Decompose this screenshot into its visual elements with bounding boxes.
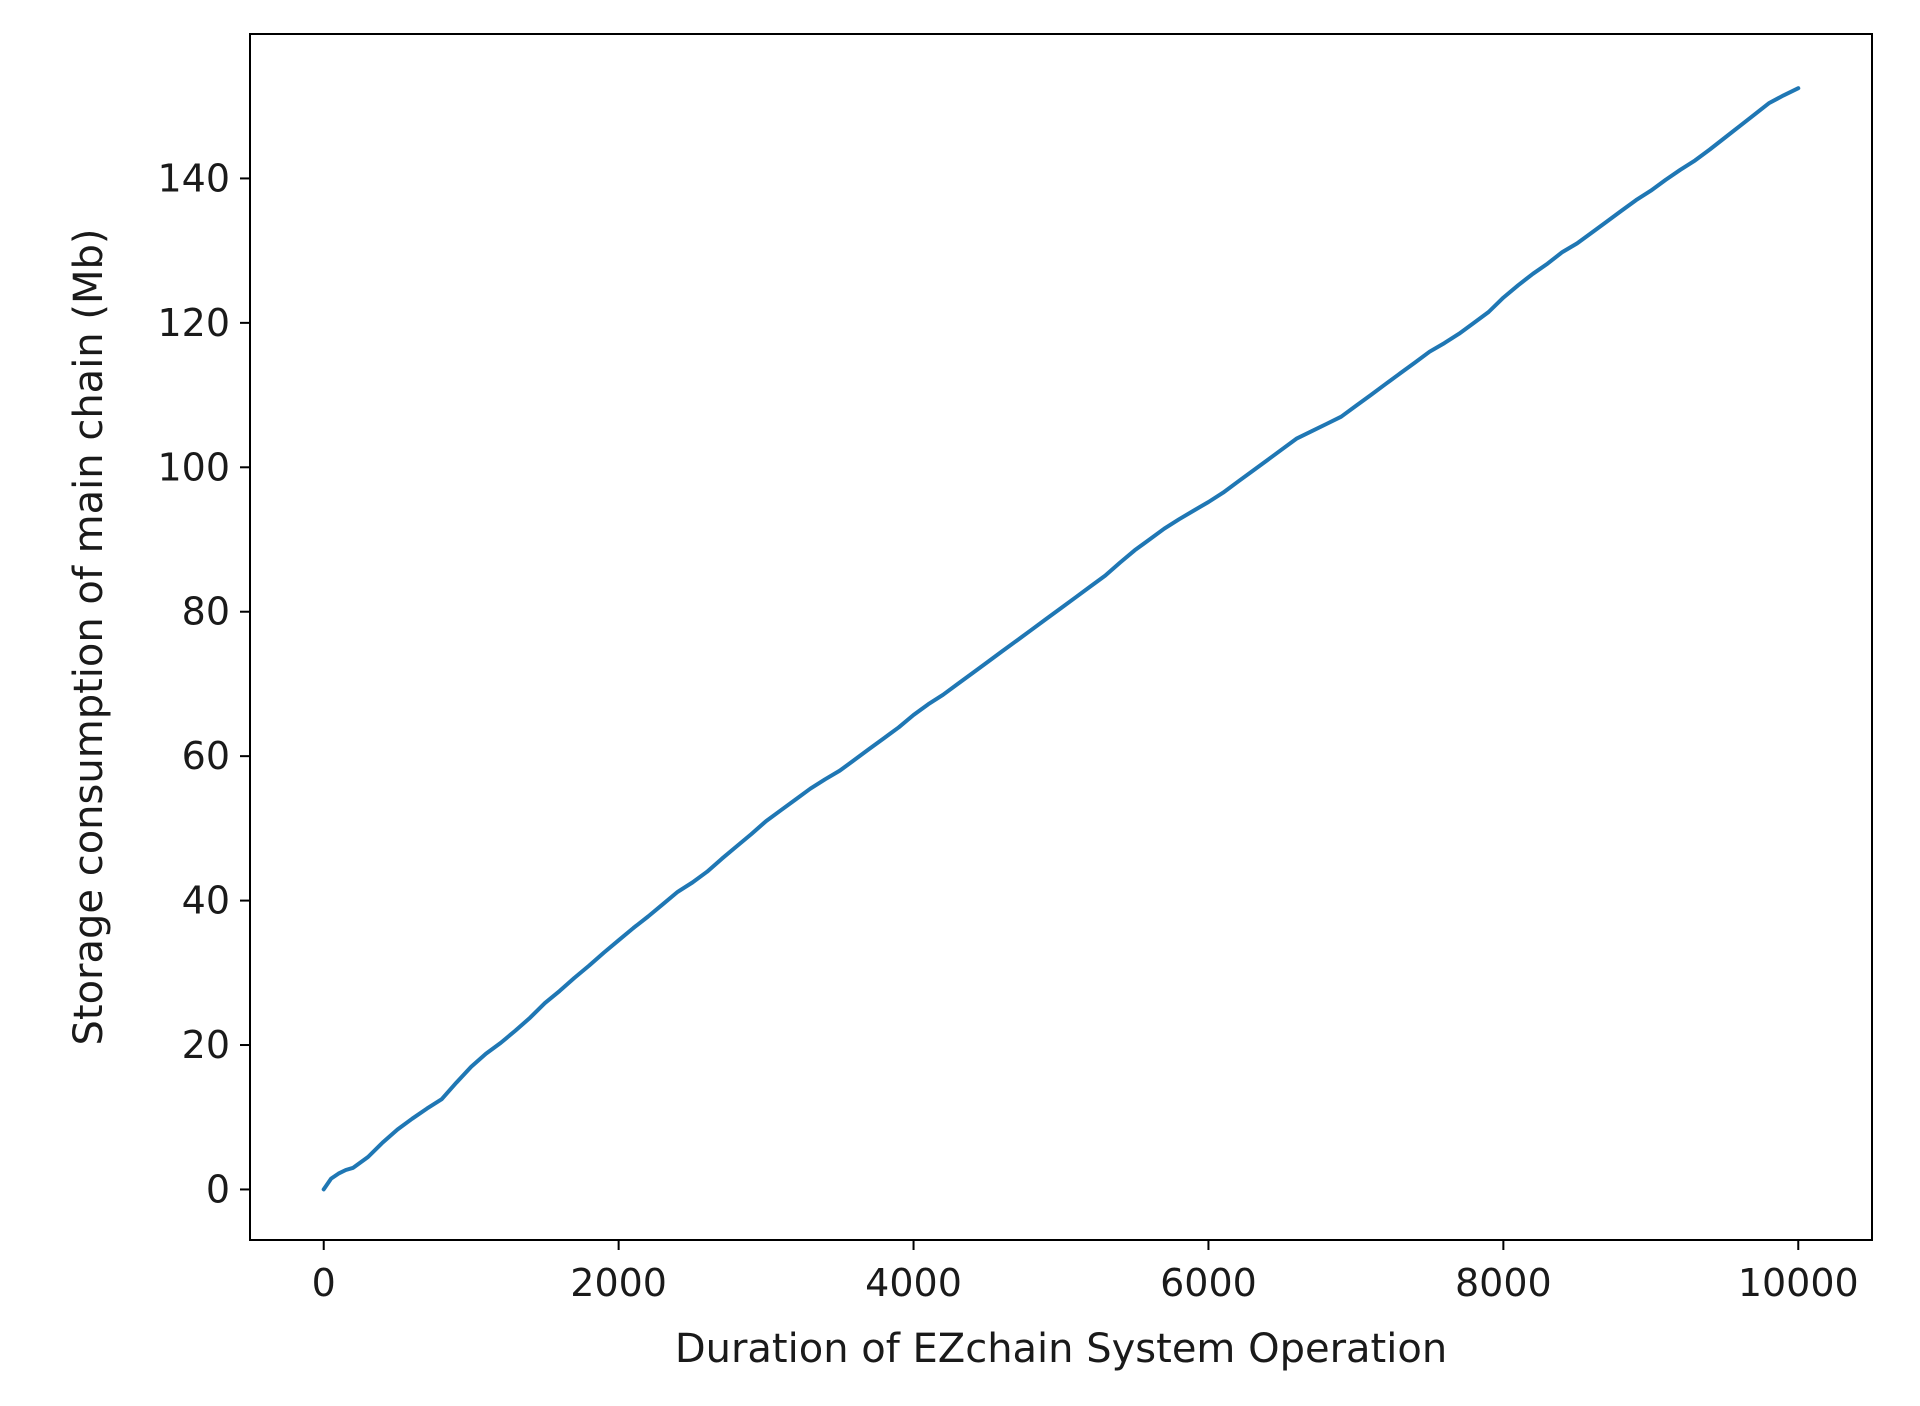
x-tick-label: 4000: [865, 1261, 962, 1305]
x-axis-ticks: 0 2000 4000 6000 8000 10000: [312, 1240, 1859, 1305]
x-tick-label: 6000: [1160, 1261, 1257, 1305]
x-tick-label: 8000: [1455, 1261, 1552, 1305]
x-axis-label: Duration of EZchain System Operation: [675, 1326, 1447, 1372]
x-tick-label: 2000: [570, 1261, 667, 1305]
plot-frame: [249, 33, 1873, 1241]
y-tick-label: 80: [182, 590, 230, 634]
series-layer: [321, 86, 1801, 1192]
y-tick-label: 60: [182, 734, 230, 778]
y-axis-ticks: 0 20 40 60 80 100 120 140: [157, 156, 250, 1211]
x-tick-label: 10000: [1738, 1261, 1859, 1305]
series-line-0: [321, 86, 1801, 1192]
y-tick-label: 120: [157, 301, 230, 345]
y-axis-label: Storage consumption of main chain (Mb): [66, 229, 112, 1046]
y-tick-label: 100: [157, 445, 230, 489]
y-tick-label: 0: [206, 1167, 230, 1211]
y-tick-label: 140: [157, 156, 230, 200]
y-tick-label: 40: [182, 879, 230, 923]
y-tick-label: 20: [182, 1023, 230, 1067]
x-tick-label: 0: [312, 1261, 336, 1305]
